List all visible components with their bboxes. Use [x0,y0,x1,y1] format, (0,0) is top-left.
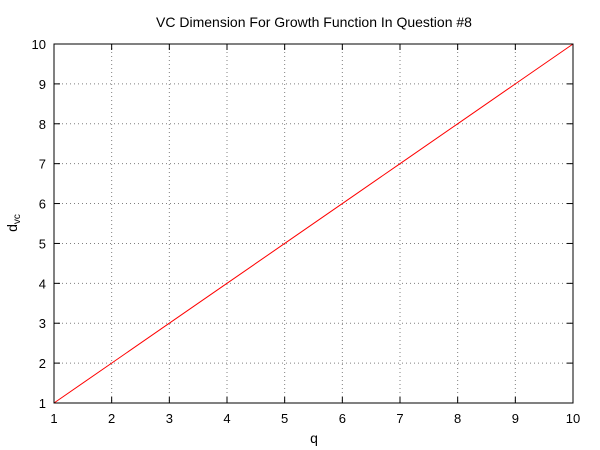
x-tick-label: 2 [108,411,115,426]
x-tick-label: 8 [454,411,461,426]
grid [54,44,573,403]
tick-labels: 1 2 3 4 5 6 7 8 9 10 1 2 3 4 5 6 7 8 9 10 [32,37,581,426]
x-tick-label: 1 [50,411,57,426]
y-tick-label: 7 [39,157,46,172]
y-axis-label-main: d [4,224,20,232]
ticks [53,43,574,404]
y-tick-label: 5 [39,236,46,251]
series-line [53,43,574,404]
chart-title: VC Dimension For Growth Function In Ques… [156,14,472,30]
x-tick-label: 3 [166,411,173,426]
x-tick-label: 10 [566,411,580,426]
y-tick-label: 2 [39,356,46,371]
x-tick-label: 7 [396,411,403,426]
x-tick-label: 4 [223,411,230,426]
y-tick-label: 6 [39,197,46,212]
x-tick-label: 9 [512,411,519,426]
plot-frame [53,43,574,404]
y-tick-label: 4 [39,276,46,291]
x-tick-label: 6 [339,411,346,426]
series-layer [53,43,574,404]
y-axis-label-sub: vc [12,214,23,224]
y-tick-label: 3 [39,316,46,331]
y-tick-label: 1 [39,396,46,411]
y-tick-label: 8 [39,117,46,132]
x-axis-label: q [310,430,318,446]
x-tick-label: 5 [281,411,288,426]
y-axis-label: dvc [4,214,23,232]
y-tick-label: 9 [39,77,46,92]
y-tick-label: 10 [32,37,46,52]
